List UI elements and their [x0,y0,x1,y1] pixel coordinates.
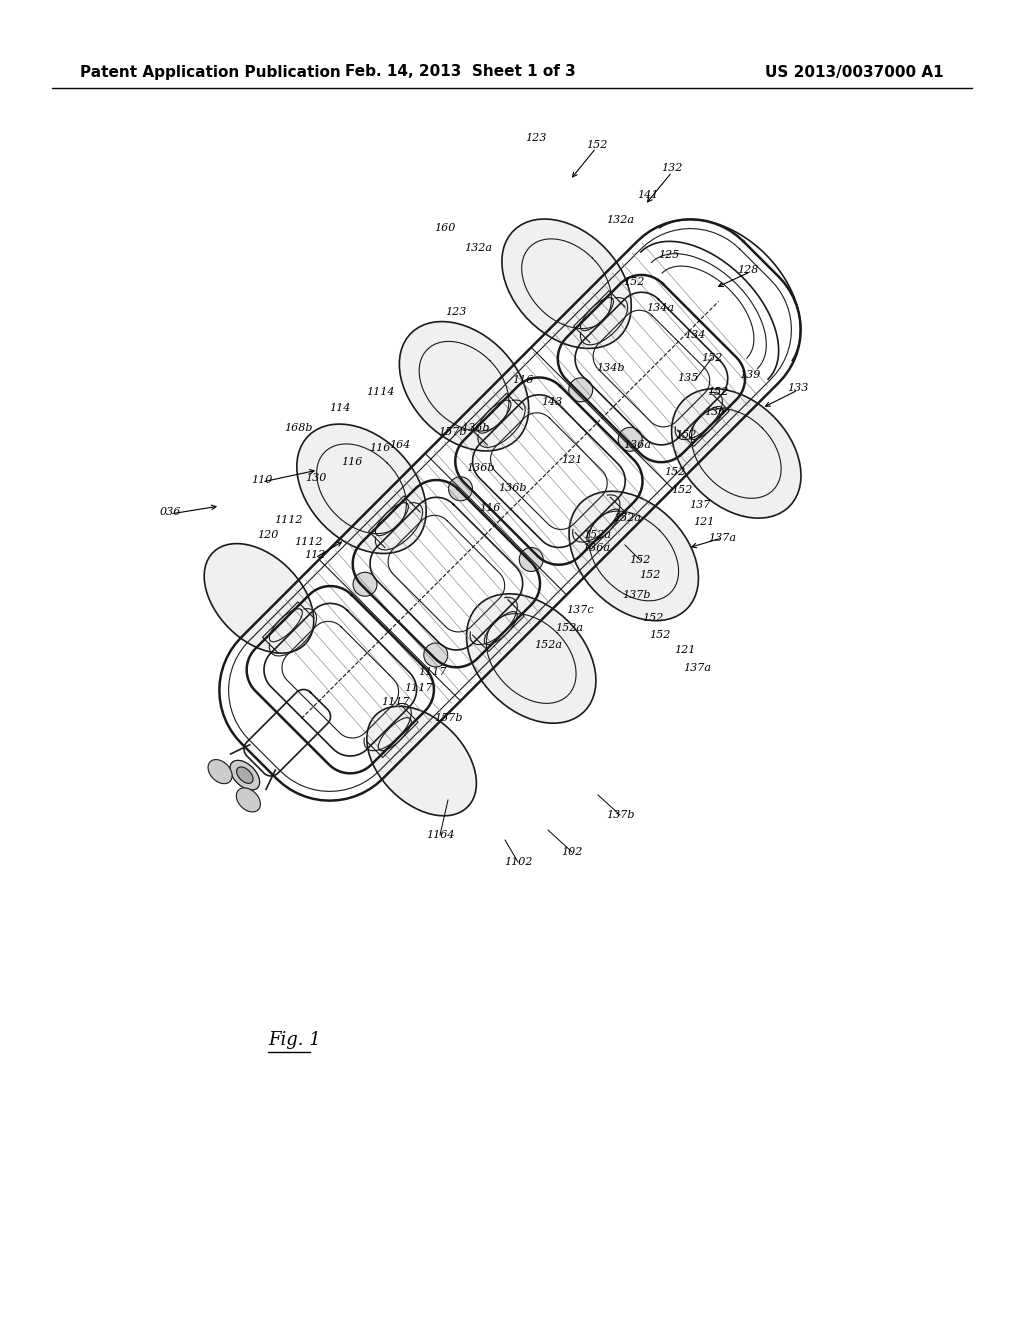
Text: 152: 152 [665,467,686,477]
Polygon shape [208,759,232,784]
Text: 125: 125 [658,249,680,260]
Text: 152a: 152a [555,623,583,634]
Text: 123: 123 [445,308,467,317]
Text: 168b: 168b [284,422,312,433]
Text: 152: 152 [642,612,664,623]
Text: 139: 139 [739,370,761,380]
Text: 141: 141 [637,190,658,201]
Text: 128: 128 [737,265,759,275]
Text: 136b: 136b [461,422,489,433]
Text: Patent Application Publication: Patent Application Publication [80,65,341,79]
Polygon shape [519,548,543,572]
Polygon shape [569,491,698,620]
Text: 121: 121 [693,517,715,527]
Text: 116: 116 [341,457,362,467]
Text: 152: 152 [624,277,645,286]
Text: 120: 120 [257,531,279,540]
Text: 134a: 134a [646,304,674,313]
Text: 152: 152 [630,554,650,565]
Text: 136b: 136b [498,483,526,492]
Text: 112: 112 [304,550,326,560]
Text: 152: 152 [587,140,607,150]
Text: 152a: 152a [583,531,611,540]
Text: 1117: 1117 [381,697,410,708]
Polygon shape [449,477,472,500]
Text: 136a: 136a [582,543,610,553]
Polygon shape [399,322,528,451]
Text: 136: 136 [705,407,726,417]
Text: 134: 134 [684,330,706,341]
Text: 1114: 1114 [366,387,394,397]
Polygon shape [297,424,426,553]
Text: 137a: 137a [683,663,711,673]
Text: 121: 121 [675,645,695,655]
Polygon shape [424,643,447,667]
Polygon shape [353,573,377,597]
Text: 110: 110 [251,475,272,484]
Text: 164: 164 [389,440,411,450]
Text: 132: 132 [662,162,683,173]
Text: 114: 114 [330,403,350,413]
Text: 136a: 136a [623,440,651,450]
Text: 152: 152 [672,484,692,495]
Text: 157b: 157b [434,713,462,723]
Text: 132a: 132a [606,215,634,224]
Text: 137: 137 [689,500,711,510]
Text: 1117: 1117 [403,682,432,693]
Polygon shape [672,388,801,517]
Text: 152a: 152a [534,640,562,649]
Text: 116: 116 [479,503,501,513]
Text: 137b: 137b [622,590,650,601]
Polygon shape [237,767,253,783]
Polygon shape [568,378,593,401]
Text: 1117: 1117 [418,667,446,677]
Text: 121: 121 [561,455,583,465]
Text: 1112: 1112 [294,537,323,546]
Polygon shape [467,594,596,723]
Text: 143: 143 [542,397,562,407]
Text: 133: 133 [787,383,809,393]
Text: 152: 152 [708,387,729,397]
Text: 1102: 1102 [504,857,532,867]
Text: 116: 116 [370,444,391,453]
Text: 137b: 137b [606,810,634,820]
Polygon shape [230,760,260,789]
Polygon shape [618,428,642,451]
Polygon shape [237,788,260,812]
Text: 152a: 152a [613,513,641,523]
Text: 134b: 134b [596,363,625,374]
Polygon shape [237,767,253,783]
Text: US 2013/0037000 A1: US 2013/0037000 A1 [765,65,944,79]
Text: Fig. 1: Fig. 1 [268,1031,321,1049]
Text: 137c: 137c [566,605,594,615]
Polygon shape [502,219,632,348]
Text: 160: 160 [434,223,456,234]
Polygon shape [204,544,313,653]
Polygon shape [367,706,476,816]
Polygon shape [230,760,260,789]
Text: 130: 130 [305,473,327,483]
Text: Feb. 14, 2013  Sheet 1 of 3: Feb. 14, 2013 Sheet 1 of 3 [345,65,575,79]
Text: 135: 135 [677,374,698,383]
Text: 152: 152 [701,352,723,363]
Text: 152: 152 [649,630,671,640]
Text: 152: 152 [675,430,696,440]
Text: 036: 036 [160,507,180,517]
Text: 136b: 136b [466,463,495,473]
Text: 152: 152 [639,570,660,579]
Text: 1164: 1164 [426,830,455,840]
Text: 132a: 132a [464,243,492,253]
Text: 1112: 1112 [273,515,302,525]
Text: 157b: 157b [437,426,466,437]
Text: 116: 116 [512,375,534,385]
Text: 102: 102 [561,847,583,857]
Text: 123: 123 [525,133,547,143]
Text: 137a: 137a [708,533,736,543]
